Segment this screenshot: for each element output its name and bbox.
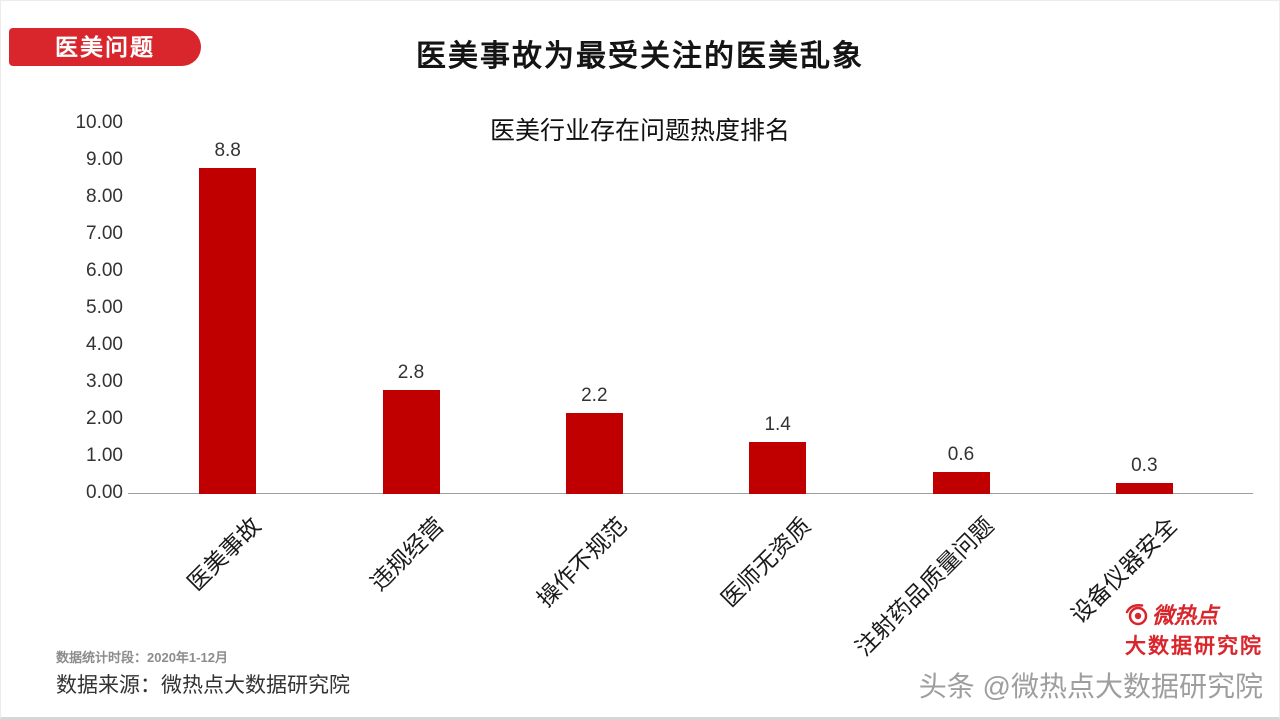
chart-title: 医美行业存在问题热度排名	[489, 117, 790, 145]
y-axis-tick-label: 3.00	[86, 371, 123, 392]
bar-医师无资质	[749, 442, 807, 494]
bar-value-label: 0.6	[947, 443, 975, 465]
brand-logo-line1: 微热点	[1125, 598, 1263, 630]
data-period-note: 数据统计时段：2020年1-12月	[56, 650, 228, 665]
bar-医美事故	[199, 168, 257, 494]
y-axis-tick-label: 10.00	[75, 112, 123, 133]
bar-操作不规范	[565, 412, 623, 494]
y-axis-tick-label: 7.00	[86, 223, 123, 244]
bar-value-label: 2.8	[397, 362, 425, 384]
x-category-label: 操作不规范	[532, 512, 632, 612]
y-axis-tick-label: 1.00	[86, 445, 123, 466]
weibo-eye-icon	[1125, 602, 1149, 626]
x-category-label: 医师无资质	[715, 512, 816, 612]
watermark-text: 头条 @微热点大数据研究院	[918, 671, 1263, 702]
y-axis-tick-label: 6.00	[86, 260, 123, 281]
topic-badge: 医美问题	[9, 28, 201, 66]
x-category-label: 注射药品质量问题	[850, 512, 999, 661]
y-axis-tick-label: 2.00	[86, 408, 123, 429]
bar-value-label: 1.4	[764, 414, 791, 436]
bar-value-label: 8.8	[214, 140, 241, 162]
x-category-label: 违规经营	[365, 512, 449, 596]
y-axis-tick-label: 4.00	[86, 334, 123, 355]
bar-注射药品质量问题	[932, 471, 990, 494]
bar-value-label: 0.3	[1131, 454, 1158, 476]
bar-设备仪器安全	[1115, 482, 1173, 494]
x-axis-line	[128, 493, 1253, 494]
brand-logo: 微热点 大数据研究院	[1125, 598, 1263, 660]
data-source-note: 数据来源：微热点大数据研究院	[56, 674, 350, 697]
bar-value-label: 2.2	[581, 384, 608, 406]
x-category-label: 医美事故	[181, 512, 266, 596]
bar-chart-plot-area: 10.00 9.00 8.00 7.00 6.00 5.00 4.00 3.00 2.00 1.0…	[75, 112, 1253, 661]
brand-subtitle: 大数据研究院	[1125, 635, 1263, 658]
y-axis-tick-label: 0.00	[86, 482, 123, 503]
bar-违规经营	[382, 390, 440, 494]
y-axis-tick-label: 9.00	[86, 149, 123, 170]
brand-name: 微热点	[1152, 603, 1219, 628]
page-title: 医美事故为最受关注的医美乱象	[416, 40, 864, 73]
y-axis-tick-label: 5.00	[86, 297, 123, 318]
y-axis-tick-label: 8.00	[86, 186, 123, 207]
